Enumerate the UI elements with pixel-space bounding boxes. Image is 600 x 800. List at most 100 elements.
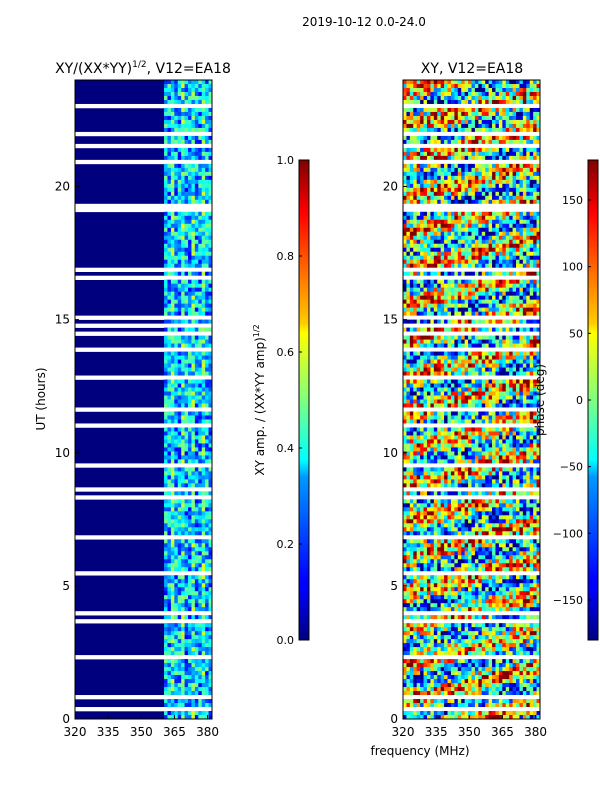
phase-heatmap-cell: [529, 311, 534, 316]
amplitude-heatmap-cell: [174, 291, 179, 296]
amplitude-heatmap-cell: [191, 587, 196, 592]
phase-heatmap-cell: [502, 399, 507, 404]
phase-heatmap-cell: [406, 283, 411, 288]
amplitude-heatmap-cell: [198, 431, 203, 436]
phase-heatmap-cell: [464, 391, 469, 396]
phase-heatmap-cell: [492, 383, 496, 388]
amplitude-heatmap-cell: [184, 367, 189, 372]
phase-heatmap-cell: [488, 311, 493, 316]
phase-heatmap-cell: [457, 199, 462, 205]
phase-heatmap-cell: [430, 167, 435, 173]
phase-heatmap-cell: [502, 403, 507, 408]
amplitude-heatmap-cell: [198, 435, 203, 440]
phase-heatmap-cell: [450, 295, 455, 300]
amplitude-heatmap-cell: [194, 415, 199, 420]
amplitude-heatmap-cell: [194, 367, 199, 372]
phase-heatmap-cell: [512, 87, 517, 93]
phase-heatmap-cell: [495, 371, 500, 376]
phase-heatmap-cell: [454, 195, 459, 201]
phase-heatmap-cell: [406, 335, 411, 340]
phase-heatmap-cell: [450, 303, 455, 308]
phase-heatmap-cell: [498, 183, 503, 189]
amplitude-heatmap-cell: [167, 235, 172, 241]
phase-heatmap-cell: [471, 391, 476, 396]
amplitude-heatmap-cell: [205, 379, 209, 384]
phase-heatmap-cell: [488, 175, 493, 181]
phase-heatmap-cell: [516, 91, 520, 97]
phase-heatmap-cell: [440, 235, 445, 241]
amplitude-heatmap-cell: [205, 483, 209, 488]
phase-heatmap-cell: [464, 95, 469, 101]
amplitude-heatmap-cell: [184, 411, 189, 416]
amplitude-heatmap-cell: [188, 475, 192, 480]
phase-heatmap-cell: [403, 263, 407, 269]
amplitude-heatmap-cell: [198, 467, 203, 472]
amplitude-heatmap-cell: [174, 595, 179, 600]
phase-heatmap-cell: [468, 251, 472, 257]
amplitude-heatmap-cell: [201, 591, 206, 596]
amplitude-heatmap-cell: [164, 167, 168, 173]
phase-heatmap-cell: [509, 355, 513, 360]
phase-heatmap-cell: [450, 255, 455, 261]
phase-heatmap-cell: [488, 339, 493, 344]
amplitude-heatmap-cell: [177, 543, 182, 548]
amplitude-heatmap-cell: [198, 515, 203, 520]
phase-heatmap-cell: [529, 115, 534, 121]
phase-heatmap-cell: [454, 151, 459, 157]
phase-heatmap-cell: [471, 367, 476, 372]
phase-heatmap-cell: [505, 371, 510, 376]
amplitude-heatmap-cell: [198, 195, 203, 201]
phase-heatmap-cell: [420, 135, 424, 141]
phase-heatmap-cell: [526, 191, 531, 197]
phase-heatmap-cell: [447, 327, 452, 332]
amplitude-heatmap-cell: [170, 335, 175, 340]
phase-heatmap-cell: [450, 187, 455, 193]
amplitude-heatmap-cell: [191, 359, 196, 364]
phase-heatmap-cell: [447, 355, 452, 360]
amplitude-heatmap-cell: [194, 563, 199, 568]
phase-heatmap-cell: [457, 271, 462, 276]
phase-heatmap-cell: [502, 355, 507, 360]
amplitude-heatmap-cell: [184, 583, 189, 588]
phase-heatmap-cell: [409, 271, 414, 276]
amplitude-heatmap-cell: [201, 179, 206, 185]
amplitude-heatmap-cell: [177, 371, 182, 376]
phase-heatmap-cell: [474, 339, 479, 344]
phase-heatmap-cell: [430, 139, 435, 145]
phase-heatmap-cell: [413, 195, 417, 201]
phase-heatmap-cell: [447, 359, 452, 364]
amplitude-heatmap-cell: [184, 623, 189, 628]
phase-heatmap-cell: [478, 171, 483, 177]
amplitude-heatmap-cell: [205, 211, 209, 217]
phase-heatmap-cell: [495, 155, 500, 161]
amplitude-heatmap-row: [75, 207, 212, 213]
phase-heatmap-cell: [478, 355, 483, 360]
phase-heatmap-cell: [437, 215, 441, 221]
phase-heatmap-cell: [474, 335, 479, 340]
phase-heatmap-cell: [529, 223, 534, 229]
phase-heatmap-cell: [498, 295, 503, 300]
phase-heatmap-cell: [474, 195, 479, 201]
phase-heatmap-cell: [444, 295, 448, 300]
amplitude-heatmap-cell: [167, 575, 172, 580]
amplitude-heatmap-cell: [191, 155, 196, 161]
phase-heatmap-cell: [430, 291, 435, 296]
amplitude-heatmap-cell: [164, 439, 168, 444]
phase-heatmap-cell: [505, 367, 510, 372]
phase-heatmap-cell: [416, 339, 421, 344]
phase-heatmap-cell: [478, 295, 483, 300]
amplitude-heatmap-cell: [177, 475, 182, 480]
phase-heatmap-cell: [502, 139, 507, 145]
amplitude-heatmap-cell: [170, 135, 175, 141]
phase-flagged-row: [403, 275, 540, 280]
phase-heatmap-cell: [423, 327, 428, 332]
amplitude-heatmap-cell: [194, 499, 199, 504]
phase-heatmap-cell: [519, 339, 524, 344]
amplitude-heatmap-cell: [191, 515, 196, 520]
phase-heatmap-cell: [481, 175, 486, 181]
amplitude-heatmap-cell: [198, 631, 203, 636]
amplitude-heatmap-cell: [167, 703, 172, 708]
phase-heatmap-cell: [430, 387, 435, 392]
phase-heatmap-cell: [403, 107, 407, 113]
phase-heatmap-cell: [502, 263, 507, 269]
